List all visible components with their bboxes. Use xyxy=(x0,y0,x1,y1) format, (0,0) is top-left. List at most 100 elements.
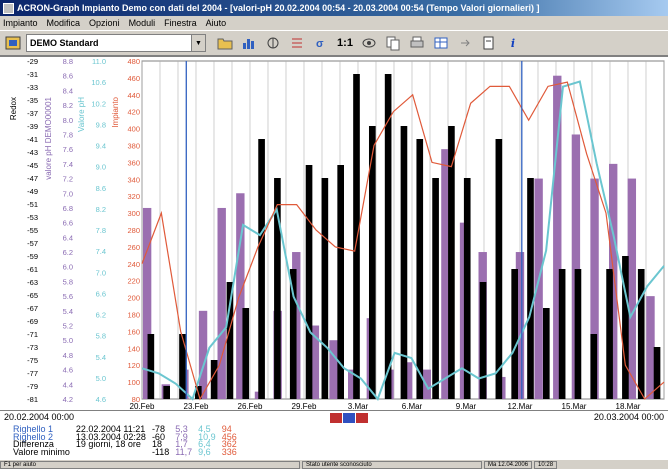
range-start-date: 20.02.2004 00:00 xyxy=(4,412,75,422)
purple-bar xyxy=(142,207,152,399)
black-bar xyxy=(558,269,566,399)
black-bar xyxy=(305,165,313,399)
cursor-icon[interactable] xyxy=(286,33,308,53)
view-icon[interactable] xyxy=(358,33,380,53)
nav-forward-icon[interactable] xyxy=(356,413,368,423)
open-icon[interactable] xyxy=(214,33,236,53)
info-date: 19 giorni, 18 ore xyxy=(75,439,141,449)
axis-tick-label: 9.4 xyxy=(96,142,106,151)
axis-title: Valore pH xyxy=(77,97,86,132)
info-label: Differenza xyxy=(13,439,54,449)
status-time: 10:28 xyxy=(534,460,558,469)
black-bar xyxy=(163,386,170,399)
info-redox: -78 xyxy=(151,424,165,434)
black-bar xyxy=(479,282,487,399)
axis-tick-label: 4.4 xyxy=(63,380,73,389)
plant-combo[interactable]: DEMO Standard ▼ xyxy=(26,34,206,52)
black-bar xyxy=(289,269,297,399)
black-bar xyxy=(463,178,471,399)
table-icon[interactable] xyxy=(430,33,452,53)
axis-tick-label: -77 xyxy=(27,369,38,378)
axis-tick-label: -39 xyxy=(27,122,38,131)
info-icon[interactable]: i xyxy=(510,36,516,50)
axis-tick-label: -57 xyxy=(27,239,38,248)
axis-tick-label: 4.6 xyxy=(96,395,106,404)
purple-bar xyxy=(310,325,320,399)
black-bar xyxy=(321,178,329,399)
info-date: 13.03.2004 02:28 xyxy=(75,431,146,442)
purple-bar xyxy=(609,163,618,399)
axis-tick-label: 360 xyxy=(127,158,140,167)
axis-tick-label: 7.8 xyxy=(63,130,73,139)
ruler-icon[interactable] xyxy=(262,33,284,53)
black-bar xyxy=(368,126,376,399)
menu-impianto[interactable]: Impianto xyxy=(3,18,38,28)
axis-tick-label: 140 xyxy=(127,344,140,353)
axis-tick-label: 10.2 xyxy=(91,99,106,108)
nav-back-icon[interactable] xyxy=(330,413,342,423)
axis-tick-label: -69 xyxy=(27,317,38,326)
menu-moduli[interactable]: Moduli xyxy=(128,18,156,28)
info-row-differenza: Differenza 19 giorni, 18 ore 18 1,7 6,4 … xyxy=(10,439,240,449)
axis-tick-label: 5.4 xyxy=(63,307,73,316)
nav-home-icon[interactable] xyxy=(343,413,355,423)
axis-tick-label: -73 xyxy=(27,343,38,352)
menu-opzioni[interactable]: Opzioni xyxy=(89,18,120,28)
axis-tick-label: 5.4 xyxy=(96,353,106,362)
black-bar xyxy=(432,178,439,399)
info-ph2: 6,4 xyxy=(198,439,211,449)
purple-bar xyxy=(236,193,245,399)
axis-tick-label: 4.6 xyxy=(63,366,73,375)
chart-icon[interactable] xyxy=(238,33,260,53)
axis-tick-label: 7.4 xyxy=(63,160,73,169)
axis-tick-label: -67 xyxy=(27,304,38,313)
status-date: Ma 12.04.2006 xyxy=(484,460,533,469)
axis-tick-label: 5.0 xyxy=(63,336,73,345)
axis-tick-label: 4.8 xyxy=(63,351,73,360)
info-ph1: 1,7 xyxy=(175,439,188,449)
black-bar xyxy=(353,74,360,399)
axis-tick-label: 340 xyxy=(127,175,140,184)
axis-tick-label: 9.0 xyxy=(96,163,106,172)
info-redox: -60 xyxy=(151,431,165,442)
menu-modifica[interactable]: Modifica xyxy=(46,18,81,28)
info-ph1: 7,9 xyxy=(175,431,188,442)
x-tick-label: 23.Feb xyxy=(184,402,209,411)
window-titlebar: ACRON-Graph Impianto Demo con dati del 2… xyxy=(0,0,668,16)
print-icon[interactable] xyxy=(406,33,428,53)
edit-icon[interactable] xyxy=(478,33,500,53)
axis-tick-label: 5.8 xyxy=(63,277,73,286)
axis-tick-label: -55 xyxy=(27,226,38,235)
axis-tick-label: 4.2 xyxy=(63,395,73,404)
axis-tick-label: 300 xyxy=(127,209,140,218)
info-ph1: 5,3 xyxy=(175,424,188,434)
copy-icon[interactable] xyxy=(382,33,404,53)
chevron-down-icon[interactable]: ▼ xyxy=(191,35,205,51)
axis-tick-label: 280 xyxy=(127,226,140,235)
purple-bar xyxy=(534,178,543,399)
menu-aiuto[interactable]: Aiuto xyxy=(205,18,227,28)
cursor-info-panel: Righello 1 22.02.2004 11:21 -78 5,3 4,5 … xyxy=(0,424,668,460)
window-title: ACRON-Graph Impianto Demo con dati del 2… xyxy=(17,3,540,13)
axis-title: Redox xyxy=(9,97,18,120)
black-bar xyxy=(542,308,550,399)
x-tick-label: 6.Mar xyxy=(402,402,423,411)
zoom-icon[interactable]: σ xyxy=(310,33,332,53)
axis-tick-label: -79 xyxy=(27,382,38,391)
x-tick-label: 12.Mar xyxy=(508,402,533,411)
menu-finestra[interactable]: Finestra xyxy=(164,18,197,28)
info-imp: 336 xyxy=(221,446,237,457)
purple-bar xyxy=(198,310,208,399)
export-icon[interactable] xyxy=(454,33,476,53)
axis-tick-label: 120 xyxy=(127,361,140,370)
svg-text:σ: σ xyxy=(316,38,324,50)
axis-tick-label: 6.2 xyxy=(63,248,73,257)
scale-1-1-button[interactable]: 1:1 xyxy=(337,37,353,49)
axis-tick-label: -43 xyxy=(27,148,38,157)
axis-tick-label: -63 xyxy=(27,278,38,287)
axis-tick-label: 100 xyxy=(127,378,140,387)
cursor-info-table: Righello 1 22.02.2004 11:21 -78 5,3 4,5 … xyxy=(10,424,240,457)
axis-tick-label: 6.6 xyxy=(63,219,73,228)
x-tick-label: 9.Mar xyxy=(456,402,477,411)
info-ph1: 11,7 xyxy=(175,446,193,457)
